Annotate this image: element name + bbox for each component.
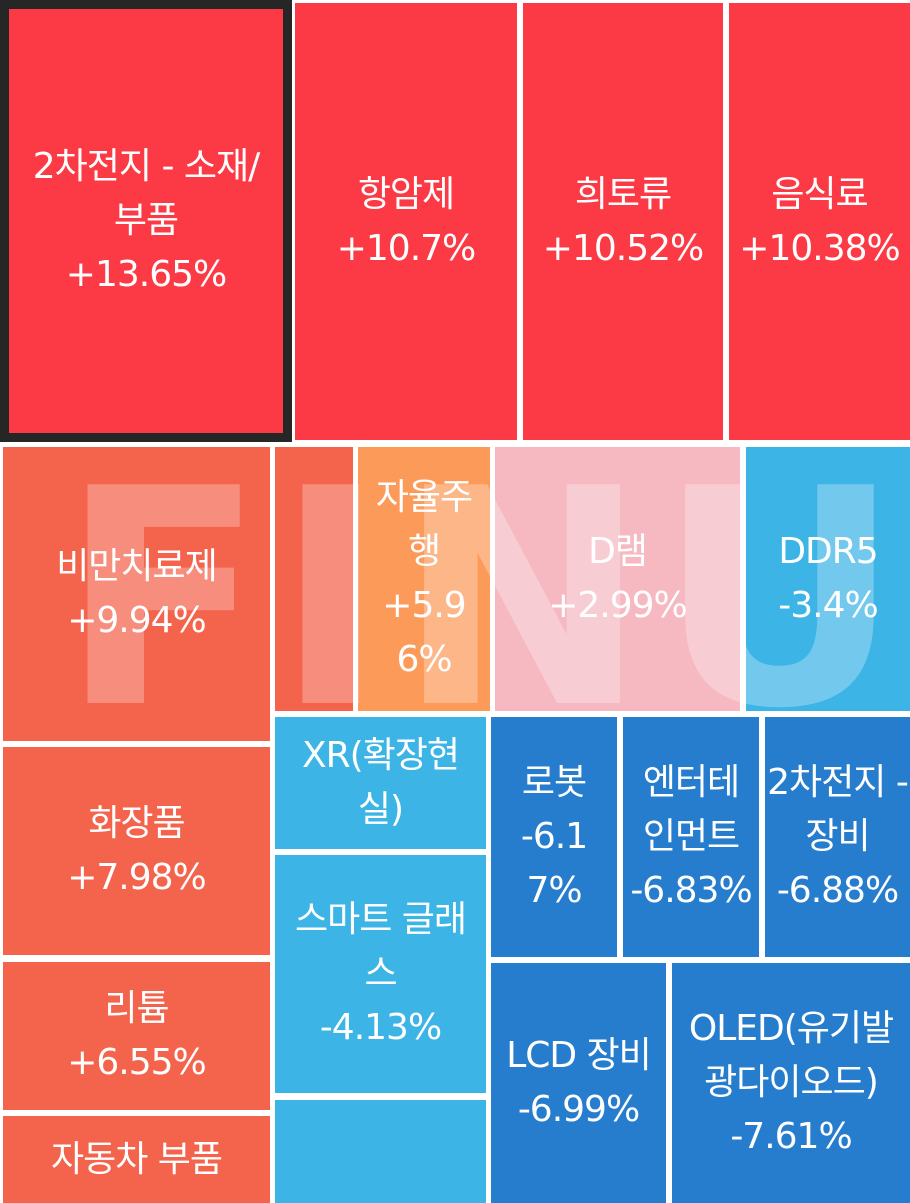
tile-label-line: 희토류 bbox=[574, 173, 672, 215]
tile-label-line: 스마트 글래 bbox=[294, 899, 467, 940]
tile-label-line: +6.55% bbox=[67, 1042, 207, 1083]
treemap-tile[interactable]: 음식료 +10.38% bbox=[729, 3, 910, 440]
tile-label-line: +5.9 bbox=[382, 585, 466, 626]
tile-label-line: 자동차 부품 bbox=[50, 1138, 223, 1180]
tile-label-line: XR(확장현 bbox=[301, 735, 460, 776]
tile-label-line: -7.61% bbox=[730, 1116, 852, 1157]
tile-label-line: 비만치료제 bbox=[56, 546, 218, 587]
tile-label-line: -4.13% bbox=[319, 1007, 442, 1048]
tile-label-line: -6.99% bbox=[517, 1089, 640, 1130]
treemap-tile[interactable]: 2차전지 - 장비 -6.88% bbox=[765, 717, 910, 957]
tile-label-line: -6.1 bbox=[520, 816, 588, 857]
tile-label-line: 화장품 bbox=[88, 803, 185, 844]
treemap-tile[interactable]: 2차전지 - 소재/부품 +13.65% bbox=[0, 0, 292, 442]
tile-label-line: 2차전지 - 소재/ bbox=[32, 146, 261, 187]
tile-label-line: D램 bbox=[588, 531, 648, 572]
tile-label-line: DDR5 bbox=[778, 531, 878, 572]
tile-label-line: 엔터테 bbox=[642, 762, 740, 803]
tile-label-line: 항암제 bbox=[357, 173, 455, 215]
tile-label-line: -6.88% bbox=[776, 870, 899, 911]
tile-label-line: 2차전지 - bbox=[767, 762, 909, 803]
treemap-tile[interactable]: LCD 장비 -6.99% bbox=[491, 963, 666, 1203]
tile-label-line: 행 bbox=[407, 531, 441, 572]
treemap-tile[interactable]: 비만치료제 +9.94% bbox=[3, 447, 270, 741]
tile-label-line: 로봇 bbox=[521, 762, 587, 803]
tile-label-line: +13.65% bbox=[65, 254, 227, 295]
tile-label-line: 7% bbox=[526, 870, 582, 911]
tile-label-line: +10.38% bbox=[739, 227, 900, 269]
treemap-tile[interactable]: 로봇 -6.1 7% bbox=[491, 717, 617, 957]
tile-label-line: OLED(유기발 bbox=[688, 1008, 894, 1049]
treemap-tile[interactable]: 항암제 +10.7% bbox=[295, 3, 517, 440]
tile-label-line: 리튬 bbox=[104, 988, 169, 1029]
tile-label-line: 광다이오드) bbox=[704, 1062, 879, 1103]
treemap-tile[interactable]: D램 +2.99% bbox=[495, 447, 740, 711]
tile-label-line: -6.83% bbox=[630, 870, 752, 911]
tile-label-line: 음식료 bbox=[771, 173, 868, 215]
tile-label-line: +2.99% bbox=[548, 585, 688, 626]
tile-label-line: +10.52% bbox=[542, 227, 704, 269]
tile-label-line: 실) bbox=[357, 789, 404, 830]
tile-label-line: +10.7% bbox=[336, 227, 477, 269]
tile-label-line: 스 bbox=[364, 953, 397, 994]
treemap-tile[interactable]: 자동차 부품 bbox=[3, 1116, 270, 1203]
tile-label-line: 6% bbox=[396, 639, 452, 680]
treemap-tile[interactable] bbox=[275, 447, 353, 711]
tile-label-line: -3.4% bbox=[778, 585, 878, 626]
tile-label-line: 장비 bbox=[805, 816, 870, 857]
treemap-tile[interactable]: 리튬 +6.55% bbox=[3, 962, 270, 1110]
tile-label-line: LCD 장비 bbox=[506, 1035, 652, 1076]
tile-label-line: 부품 bbox=[113, 200, 179, 241]
tile-label-line: 자율주 bbox=[375, 477, 473, 518]
treemap-tile[interactable]: 희토류 +10.52% bbox=[523, 3, 723, 440]
tile-label-line: 인먼트 bbox=[642, 816, 740, 857]
treemap-tile[interactable]: DDR5 -3.4% bbox=[746, 447, 910, 711]
treemap-tile[interactable]: 화장품 +7.98% bbox=[3, 747, 270, 955]
tile-label-line: +9.94% bbox=[67, 600, 207, 641]
tile-label-line: +7.98% bbox=[67, 857, 207, 898]
treemap-tile[interactable] bbox=[275, 1100, 486, 1203]
